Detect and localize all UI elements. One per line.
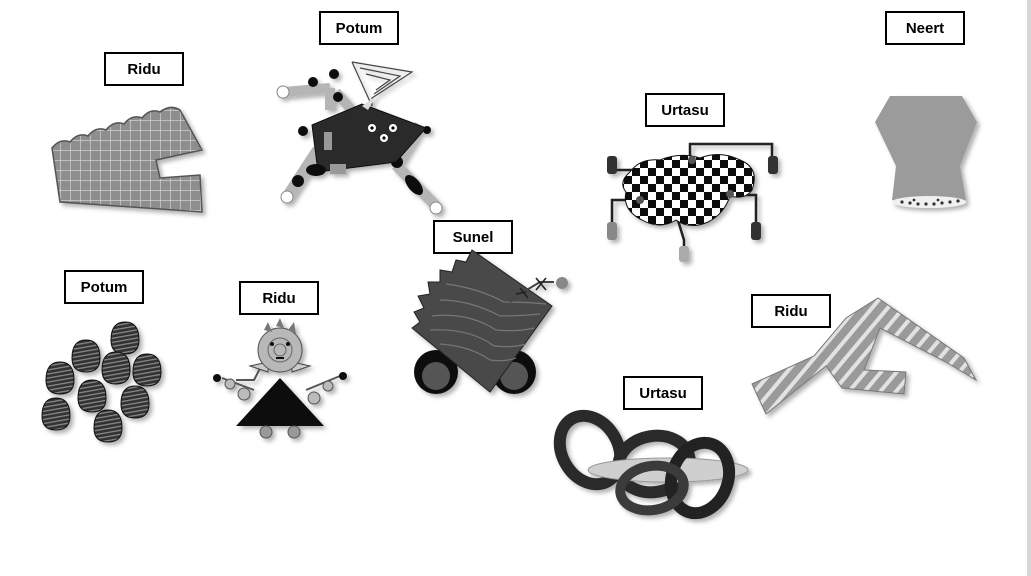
label-urtasu-1: Urtasu (645, 93, 725, 127)
label-ridu-2: Ridu (239, 281, 319, 315)
potum-robot-figure (276, 61, 443, 215)
neert-vase-shape (875, 96, 977, 208)
label-ridu-1: Ridu (104, 52, 184, 86)
label-potum-1: Potum (319, 11, 399, 45)
label-ridu-3: Ridu (751, 294, 831, 328)
label-sunel: Sunel (433, 220, 513, 254)
label-neert: Neert (885, 11, 965, 45)
right-edge-divider (1027, 0, 1031, 576)
label-potum-2: Potum (64, 270, 144, 304)
ridu-doll-figure (213, 318, 347, 439)
label-urtasu-2: Urtasu (623, 376, 703, 410)
potum-egg-cluster (41, 321, 162, 443)
ridu-striped-zigzag (751, 297, 978, 415)
sunel-cart-figure (411, 249, 568, 394)
ridu-grid-shape (51, 106, 204, 213)
urtasu-chain-links (553, 409, 749, 520)
urtasu-checker-bug (607, 142, 778, 262)
